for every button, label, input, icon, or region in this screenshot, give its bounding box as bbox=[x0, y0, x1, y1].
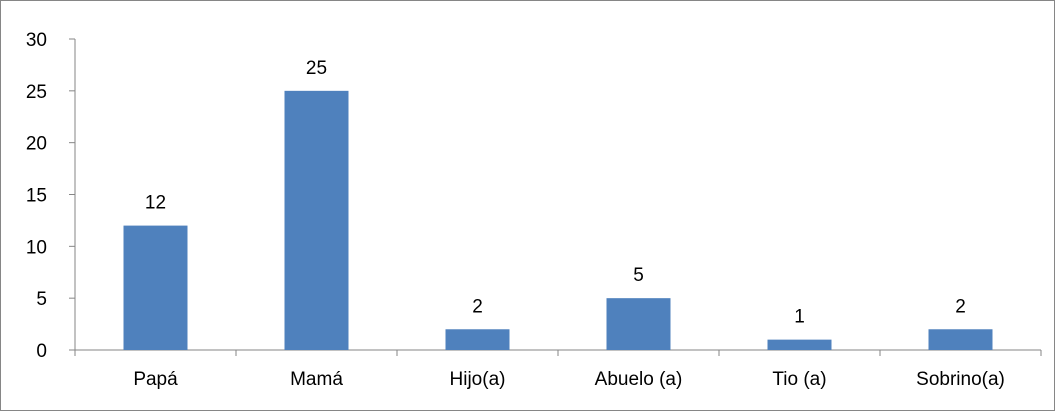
bar bbox=[767, 339, 832, 350]
bar-value-label: 5 bbox=[633, 265, 644, 286]
bar-value-label: 12 bbox=[145, 193, 166, 214]
bar-value-label: 25 bbox=[306, 58, 327, 79]
bar-value-label: 2 bbox=[955, 296, 966, 317]
x-category-label: Tio (a) bbox=[772, 369, 826, 390]
y-tick-label: 20 bbox=[26, 134, 47, 155]
bar-value-label: 1 bbox=[794, 307, 805, 328]
y-tick-label: 15 bbox=[26, 186, 47, 207]
y-tick-label: 5 bbox=[36, 289, 47, 310]
x-axis-category-labels: Papá Mamá Hijo(a) Abuelo (a) Tio (a) Sobrino(… bbox=[133, 369, 1005, 390]
x-category-label: Sobrino(a) bbox=[916, 369, 1005, 390]
x-category-label: Hijo(a) bbox=[450, 369, 506, 390]
bar bbox=[123, 225, 188, 350]
bar bbox=[606, 298, 671, 350]
bar bbox=[284, 90, 349, 350]
chart-bars bbox=[123, 90, 993, 350]
bar bbox=[445, 329, 510, 350]
x-category-label: Abuelo (a) bbox=[595, 369, 683, 390]
y-tick-label: 0 bbox=[36, 341, 47, 362]
y-axis-tick-labels: 0 5 10 15 20 25 30 bbox=[26, 30, 47, 362]
bar-value-label: 2 bbox=[472, 296, 483, 317]
y-tick-label: 10 bbox=[26, 237, 47, 258]
x-category-label: Papá bbox=[133, 369, 178, 390]
bar bbox=[928, 329, 993, 350]
chart-axes bbox=[69, 38, 1042, 356]
x-category-label: Mamá bbox=[290, 369, 343, 390]
y-tick-label: 25 bbox=[26, 82, 47, 103]
y-tick-label: 30 bbox=[26, 30, 47, 51]
